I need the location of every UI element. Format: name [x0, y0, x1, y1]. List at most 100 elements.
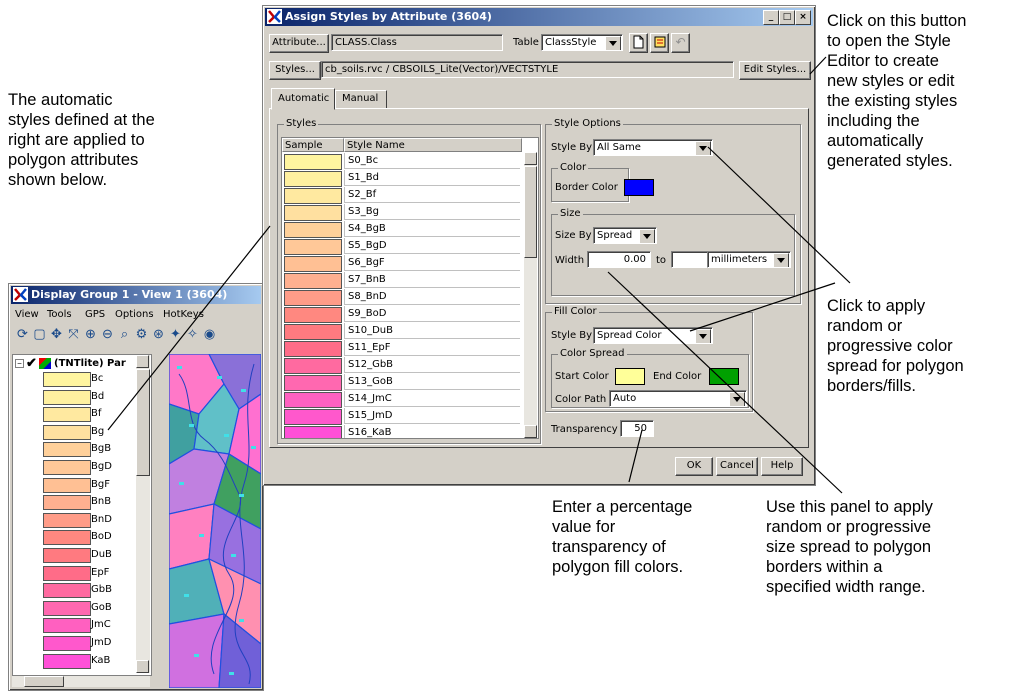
legend-item[interactable]: GoB — [41, 600, 151, 616]
new-table-button[interactable] — [629, 33, 648, 53]
scroll-up-arrow[interactable] — [136, 355, 149, 368]
style-sample-swatch[interactable] — [284, 154, 342, 170]
measure-icon[interactable]: ✧ — [187, 326, 198, 341]
legend-item[interactable]: Bc — [41, 371, 151, 387]
table-row[interactable]: S11_EpF — [282, 340, 522, 357]
table-row[interactable]: S14_JmC — [282, 391, 522, 408]
legend-item[interactable]: Bg — [41, 424, 151, 440]
styles-scrollbar[interactable] — [524, 152, 537, 438]
style-sample-swatch[interactable] — [284, 426, 342, 438]
style-name-cell[interactable]: S6_BgF — [344, 255, 520, 271]
scroll-thumb[interactable] — [136, 369, 150, 476]
chevron-down-icon[interactable] — [773, 253, 789, 267]
style-sample-swatch[interactable] — [284, 375, 342, 391]
expand-icon[interactable]: − — [15, 359, 24, 368]
legend-item[interactable]: BnB — [41, 494, 151, 511]
style-sample-swatch[interactable] — [284, 188, 342, 204]
scroll-thumb[interactable] — [524, 166, 537, 258]
zoom-in-icon[interactable]: ⊕ — [85, 326, 96, 341]
attribute-button[interactable]: Attribute... — [269, 34, 329, 53]
col-header-sample[interactable]: Sample — [282, 138, 344, 152]
legend-item[interactable]: GbB — [41, 582, 151, 599]
legend-item[interactable]: Bf — [41, 406, 151, 423]
full-view-icon[interactable]: ▢ — [33, 326, 46, 341]
table-row[interactable]: S4_BgB — [282, 221, 522, 238]
style-name-cell[interactable]: S7_BnB — [344, 272, 520, 288]
cancel-button[interactable]: Cancel — [716, 457, 758, 476]
table-row[interactable]: S5_BgD — [282, 238, 522, 255]
open-table-button[interactable] — [650, 33, 669, 53]
chevron-down-icon[interactable] — [695, 329, 711, 343]
width-units-select[interactable]: millimeters — [707, 251, 791, 268]
chevron-down-icon[interactable] — [639, 229, 655, 243]
style-name-cell[interactable]: S0_Bc — [344, 153, 520, 169]
table-row[interactable]: S2_Bf — [282, 187, 522, 204]
fill-style-by-select[interactable]: Spread Color — [593, 327, 713, 344]
style-name-cell[interactable]: S16_KaB — [344, 425, 520, 438]
chevron-down-icon[interactable] — [729, 392, 745, 406]
style-name-cell[interactable]: S12_GbB — [344, 357, 520, 373]
layer-row[interactable]: − ✔ (TNTlite) Par — [14, 355, 144, 372]
style-name-cell[interactable]: S11_EpF — [344, 340, 520, 356]
menu-tools[interactable]: Tools — [47, 309, 72, 320]
style-by-select[interactable]: All Same — [593, 139, 713, 156]
table-row[interactable]: S16_KaB — [282, 425, 522, 438]
chevron-down-icon[interactable] — [695, 141, 711, 155]
style-name-cell[interactable]: S10_DuB — [344, 323, 520, 339]
style-sample-swatch[interactable] — [284, 290, 342, 306]
close-icon[interactable]: × — [795, 10, 811, 25]
style-sample-swatch[interactable] — [284, 341, 342, 357]
style-name-cell[interactable]: S4_BgB — [344, 221, 520, 237]
menu-view[interactable]: View — [15, 309, 39, 320]
legend-item[interactable]: BoD — [41, 529, 151, 546]
style-sample-swatch[interactable] — [284, 171, 342, 187]
scroll-down-arrow[interactable] — [524, 425, 537, 438]
undo-button[interactable]: ↶ — [671, 33, 690, 53]
table-row[interactable]: S10_DuB — [282, 323, 522, 340]
edit-styles-button[interactable]: Edit Styles... — [739, 61, 811, 80]
style-sample-swatch[interactable] — [284, 256, 342, 272]
transparency-input[interactable]: 50 — [620, 420, 654, 437]
table-row[interactable]: S13_GoB — [282, 374, 522, 391]
legend-hscrollbar[interactable] — [12, 676, 150, 687]
table-row[interactable]: S9_BoD — [282, 306, 522, 323]
end-color-swatch[interactable] — [709, 368, 739, 385]
legend-item[interactable]: Bd — [41, 389, 151, 405]
legend-item[interactable]: JmD — [41, 635, 151, 651]
table-row[interactable]: S0_Bc — [282, 153, 522, 170]
start-color-swatch[interactable] — [615, 368, 645, 385]
style-sample-swatch[interactable] — [284, 307, 342, 323]
menu-hotkeys[interactable]: HotKeys — [163, 309, 204, 320]
pan-icon[interactable]: ✥ — [51, 326, 62, 341]
style-sample-swatch[interactable] — [284, 205, 342, 221]
size-by-select[interactable]: Spread — [593, 227, 657, 244]
table-row[interactable]: S12_GbB — [282, 357, 522, 374]
style-name-cell[interactable]: S9_BoD — [344, 306, 520, 322]
width-from-input[interactable]: 0.00 — [587, 251, 651, 268]
style-sample-swatch[interactable] — [284, 222, 342, 238]
style-name-cell[interactable]: S5_BgD — [344, 238, 520, 254]
col-header-style-name[interactable]: Style Name — [344, 138, 522, 152]
table-row[interactable]: S1_Bd — [282, 170, 522, 187]
style-name-cell[interactable]: S3_Bg — [344, 204, 520, 220]
style-name-cell[interactable]: S2_Bf — [344, 187, 520, 203]
hscroll-thumb[interactable] — [24, 676, 64, 687]
table-row[interactable]: S15_JmD — [282, 408, 522, 425]
style-sample-swatch[interactable] — [284, 392, 342, 408]
legend-item[interactable]: KaB — [41, 653, 151, 669]
menu-gps[interactable]: GPS — [85, 309, 106, 320]
style-sample-swatch[interactable] — [284, 273, 342, 289]
tab-automatic[interactable]: Automatic — [271, 88, 335, 110]
table-row[interactable]: S6_BgF — [282, 255, 522, 272]
locator-icon[interactable]: ✦ — [170, 326, 181, 341]
style-sample-swatch[interactable] — [284, 409, 342, 425]
visible-check-icon[interactable]: ✔ — [26, 355, 37, 370]
ok-button[interactable]: OK — [675, 457, 713, 476]
color-path-select[interactable]: Auto — [609, 390, 747, 407]
chevron-down-icon[interactable] — [605, 36, 621, 50]
style-name-cell[interactable]: S14_JmC — [344, 391, 520, 407]
display-title-bar[interactable]: Display Group 1 - View 1 (3604) — [11, 286, 261, 304]
styles-button[interactable]: Styles... — [269, 61, 321, 80]
style-sample-swatch[interactable] — [284, 239, 342, 255]
legend-item[interactable]: BgB — [41, 441, 151, 458]
